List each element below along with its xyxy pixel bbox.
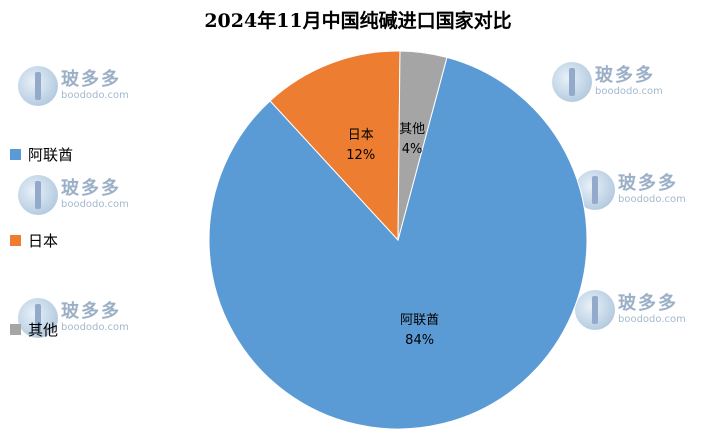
chart-title: 2024年11月中国纯碱进口国家对比 bbox=[204, 10, 512, 32]
watermark-url: boododo.com bbox=[595, 86, 663, 97]
watermark-logo: 玻多多 boododo.com bbox=[18, 298, 129, 338]
legend-swatch bbox=[10, 235, 21, 246]
watermark-brand: 玻多多 bbox=[618, 173, 678, 194]
legend-label: 日本 bbox=[28, 232, 59, 250]
pie-slice bbox=[208, 56, 588, 430]
chart-legend: 阿联酋 日本 其他 bbox=[10, 0, 100, 433]
globe-icon bbox=[575, 290, 615, 330]
watermark-url: boododo.com bbox=[618, 314, 686, 325]
watermark-url: boododo.com bbox=[61, 90, 129, 101]
watermark-logo: 玻多多 boododo.com bbox=[18, 66, 129, 106]
legend-label: 阿联酋 bbox=[28, 146, 74, 164]
slice-value-label: 12% bbox=[346, 148, 375, 163]
slice-value-label: 4% bbox=[402, 142, 423, 157]
watermark-brand: 玻多多 bbox=[595, 65, 655, 86]
slice-category-label: 其他 bbox=[399, 122, 425, 137]
legend-label: 其他 bbox=[28, 321, 59, 339]
watermark-logo: 玻多多 boododo.com bbox=[18, 175, 129, 215]
globe-icon bbox=[18, 66, 58, 106]
globe-icon bbox=[552, 62, 592, 102]
pie-slice bbox=[397, 50, 448, 241]
watermark-url: boododo.com bbox=[61, 322, 129, 333]
legend-swatch bbox=[10, 324, 21, 335]
watermark-brand: 玻多多 bbox=[61, 69, 121, 90]
globe-icon bbox=[18, 298, 58, 338]
legend-item: 其他 bbox=[10, 319, 58, 340]
watermark-brand: 玻多多 bbox=[61, 178, 121, 199]
legend-swatch bbox=[10, 149, 21, 160]
watermark-brand: 玻多多 bbox=[61, 301, 121, 322]
slice-value-label: 84% bbox=[405, 333, 434, 348]
watermark-url: boododo.com bbox=[61, 199, 129, 210]
watermark-url: boododo.com bbox=[618, 194, 686, 205]
watermark-brand: 玻多多 bbox=[618, 293, 678, 314]
legend-item: 阿联酋 bbox=[10, 144, 73, 165]
watermark-logo: 玻多多 boododo.com bbox=[575, 170, 686, 210]
globe-icon bbox=[18, 175, 58, 215]
slice-category-label: 日本 bbox=[348, 128, 374, 143]
pie-slice bbox=[269, 50, 401, 242]
slice-category-label: 阿联酋 bbox=[400, 312, 439, 328]
watermark-logo: 玻多多 boododo.com bbox=[552, 62, 663, 102]
watermark-logo: 玻多多 boododo.com bbox=[575, 290, 686, 330]
legend-item: 日本 bbox=[10, 230, 58, 251]
